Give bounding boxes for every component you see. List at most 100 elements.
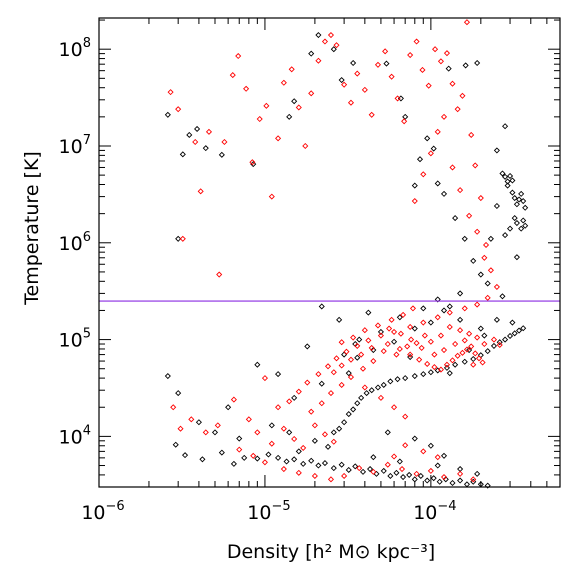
data-point <box>459 92 466 99</box>
data-point <box>354 70 361 77</box>
data-point <box>387 472 394 480</box>
data-point <box>368 387 375 394</box>
data-point <box>321 460 328 467</box>
data-point <box>419 66 426 74</box>
data-point <box>286 398 293 405</box>
data-point <box>402 442 409 449</box>
data-point <box>431 364 438 371</box>
data-point <box>452 215 459 222</box>
data-point <box>354 400 361 407</box>
data-point <box>338 381 345 388</box>
data-point <box>211 429 219 436</box>
data-point <box>286 429 293 436</box>
data-point <box>179 235 186 242</box>
data-point <box>443 364 450 371</box>
data-point <box>318 303 325 310</box>
data-point <box>236 446 243 453</box>
data-point <box>470 478 477 485</box>
data-point <box>254 429 261 436</box>
data-point <box>347 356 355 363</box>
data-point <box>354 342 361 349</box>
data-point <box>427 467 434 474</box>
data-point <box>330 438 337 445</box>
data-point <box>417 472 424 480</box>
data-point <box>265 451 272 458</box>
data-point <box>474 470 481 477</box>
data-point <box>402 375 409 382</box>
data-point <box>229 72 236 79</box>
data-point <box>470 257 477 264</box>
data-point <box>452 340 459 348</box>
data-point <box>170 404 177 411</box>
data-point <box>308 408 315 415</box>
data-point <box>516 196 523 203</box>
data-point <box>446 303 453 310</box>
data-point <box>363 390 370 397</box>
data-point <box>280 425 287 432</box>
data-point <box>380 381 387 388</box>
data-point <box>295 448 302 455</box>
data-point <box>487 267 494 274</box>
data-point <box>420 448 427 455</box>
data-point <box>175 390 182 397</box>
data-point <box>520 325 527 332</box>
data-point <box>413 340 420 347</box>
data-point <box>311 422 318 429</box>
data-point <box>218 151 225 158</box>
data-point <box>472 350 479 357</box>
data-point <box>457 477 464 484</box>
x-tick-label: 10−5 <box>247 499 290 524</box>
data-point <box>457 290 464 297</box>
data-point <box>295 469 302 476</box>
data-point <box>457 327 464 334</box>
data-point <box>479 359 486 366</box>
data-point <box>350 406 357 413</box>
data-point <box>446 370 453 377</box>
data-point <box>431 351 438 358</box>
data-point <box>308 50 315 57</box>
data-point <box>427 319 434 326</box>
data-point <box>511 215 518 222</box>
data-point <box>382 48 389 55</box>
data-point <box>250 452 257 459</box>
data-point <box>243 85 250 92</box>
data-point <box>396 345 403 353</box>
data-point <box>424 135 431 142</box>
data-point <box>330 46 337 53</box>
data-point <box>350 59 357 67</box>
data-point <box>397 330 404 337</box>
data-point <box>387 378 394 385</box>
data-point <box>402 413 409 420</box>
data-point <box>268 440 275 447</box>
data-point <box>394 376 401 383</box>
data-point <box>504 182 511 189</box>
data-point <box>388 73 395 80</box>
data-point <box>446 309 453 316</box>
data-point <box>358 394 365 401</box>
data-point <box>466 346 473 354</box>
data-point <box>413 38 420 45</box>
data-point <box>288 66 295 73</box>
data-point <box>188 416 195 423</box>
data-point <box>384 429 391 436</box>
data-point <box>202 145 209 152</box>
data-point <box>400 474 407 481</box>
data-point <box>440 307 448 314</box>
data-point <box>358 351 365 358</box>
data-point <box>437 58 444 65</box>
data-point <box>463 481 471 488</box>
data-point <box>361 384 368 391</box>
data-point <box>402 113 409 120</box>
data-point <box>461 235 468 242</box>
data-point <box>470 355 477 363</box>
data-point <box>461 358 468 365</box>
data-point <box>427 150 434 157</box>
data-point <box>261 375 268 382</box>
data-point <box>361 86 368 93</box>
data-point <box>434 128 441 135</box>
data-point <box>454 352 461 359</box>
data-point <box>457 465 464 473</box>
x-axis-label: Density [h² M⊙ kpc⁻³] <box>227 541 435 563</box>
data-point <box>463 346 471 353</box>
data-point <box>481 254 488 261</box>
